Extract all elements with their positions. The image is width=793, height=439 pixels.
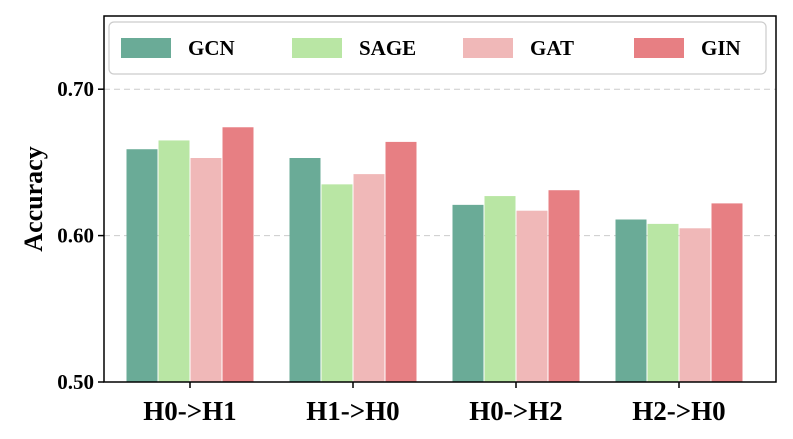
legend-label-gin: GIN [701,36,741,60]
bar-gcn-3 [615,219,647,382]
y-tick-label: 0.50 [57,370,94,394]
x-tick-label: H0->H1 [143,396,236,426]
bar-sage-2 [484,196,516,382]
legend-label-gcn: GCN [188,36,235,60]
x-tick-label: H1->H0 [306,396,399,426]
legend-label-gat: GAT [530,36,574,60]
bar-gin-0 [222,127,254,382]
x-tick-label: H2->H0 [632,396,725,426]
legend-frame [108,21,767,75]
bar-gat-3 [679,228,711,382]
legend-swatch-sage [292,38,342,58]
bar-sage-0 [158,140,190,382]
bar-gin-1 [385,141,417,382]
bar-gcn-1 [289,158,321,382]
legend-swatch-gat [463,38,513,58]
x-tick-label: H0->H2 [469,396,562,426]
bar-gat-0 [190,158,222,382]
bar-sage-3 [647,223,679,382]
y-axis-ticks: 0.50 0.60 0.70 [57,77,104,394]
legend-swatch-gin [634,38,684,58]
bar-gat-2 [516,210,548,382]
axes-frame [103,15,777,383]
bar-gcn-0 [126,149,158,382]
bar-series [126,127,743,382]
legend-label-sage: SAGE [359,36,416,60]
legend: GCN SAGE GAT GIN [108,21,767,75]
bar-sage-1 [321,184,353,382]
bar-gin-3 [711,203,743,382]
legend-swatch-gcn [121,38,171,58]
x-axis-ticks: H0->H1 H1->H0 H0->H2 H2->H0 [143,382,726,426]
y-axis-label: Accuracy [19,146,48,251]
bar-gat-1 [353,174,385,382]
bar-gin-2 [548,190,580,382]
y-tick-label: 0.70 [57,77,94,101]
y-tick-label: 0.60 [57,224,94,248]
bar-gcn-2 [452,204,484,382]
